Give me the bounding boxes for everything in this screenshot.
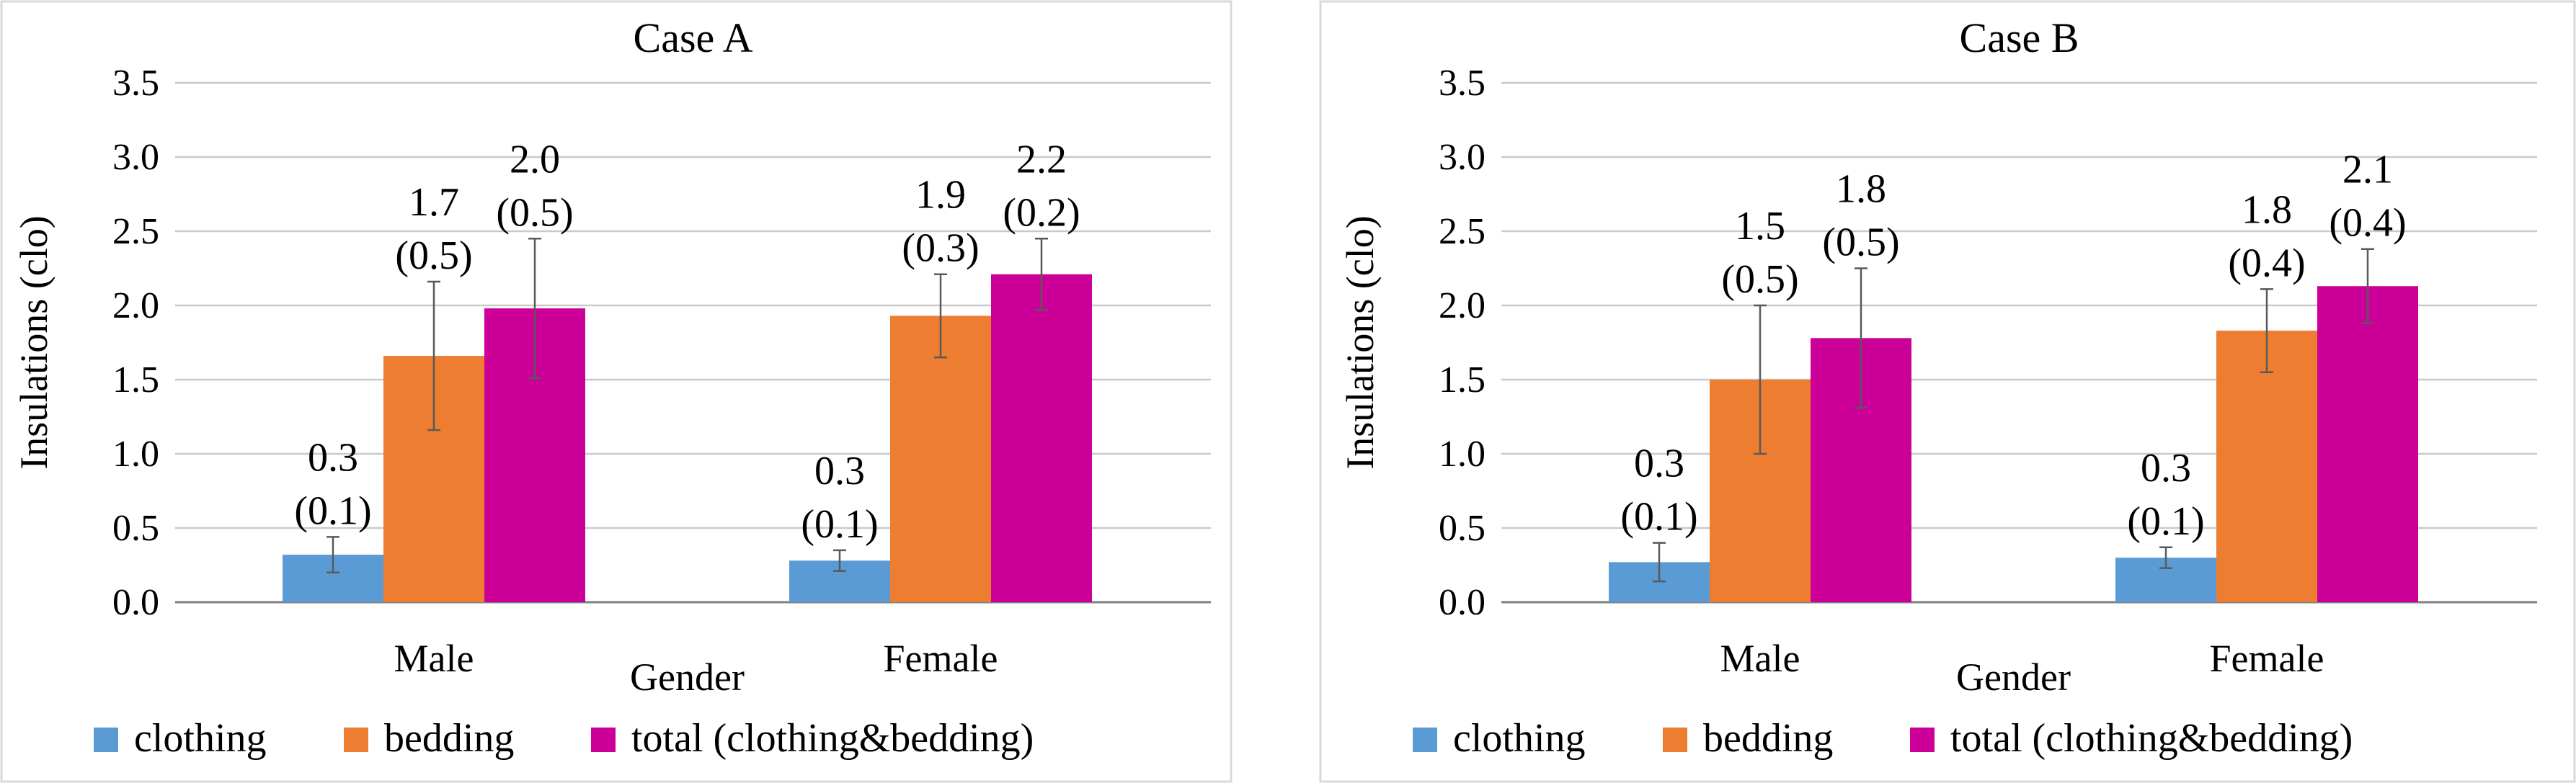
y-tick-label: 3.5 — [112, 63, 159, 104]
chart-panel: Case B 0.0 0.5 1.0 1.5 2.0 2.5 3.0 3.5 Insulation… — [1319, 0, 2576, 783]
data-label: 0.3 — [2141, 446, 2191, 491]
data-label: 2.2 — [1016, 137, 1067, 182]
data-label: (0.5) — [496, 190, 573, 235]
x-tick-label: Male — [394, 637, 474, 680]
legend-swatch — [1413, 728, 1437, 752]
y-tick-label: 2.5 — [112, 211, 159, 252]
legend-swatch — [591, 728, 616, 752]
data-label: (0.1) — [801, 502, 878, 547]
y-tick-label: 1.0 — [112, 434, 159, 475]
data-label: (0.1) — [2127, 499, 2204, 544]
data-label: (0.4) — [2228, 241, 2305, 285]
bar-total — [2317, 286, 2418, 602]
legend-label: clothing — [134, 716, 267, 761]
data-label: (0.1) — [1620, 495, 1697, 540]
data-label: (0.4) — [2329, 201, 2406, 246]
y-tick-label: 1.5 — [1439, 359, 1485, 401]
y-axis-label: Insulations (clo) — [1338, 215, 1382, 469]
x-axis-label: Gender — [630, 656, 745, 699]
legend-swatch — [1910, 728, 1935, 752]
x-tick-label: Female — [2210, 637, 2324, 680]
y-tick-label: 1.0 — [1439, 434, 1485, 475]
data-label: (0.5) — [1721, 257, 1798, 302]
y-tick-label: 0.0 — [112, 582, 159, 623]
chart-title: Case A — [634, 14, 753, 61]
bar-bedding — [890, 316, 991, 602]
data-label: (0.5) — [395, 233, 472, 278]
x-axis-label: Gender — [1956, 656, 2071, 699]
y-tick-label: 1.5 — [112, 359, 159, 401]
data-label: (0.5) — [1822, 220, 1899, 265]
data-label: (0.3) — [902, 226, 979, 271]
data-label: 0.3 — [814, 449, 865, 493]
y-tick-label: 3.0 — [1439, 137, 1485, 178]
y-tick-label: 3.5 — [1439, 63, 1485, 104]
data-label: 0.3 — [1634, 442, 1684, 486]
legend-label: bedding — [384, 716, 514, 761]
data-label: (0.2) — [1003, 190, 1080, 235]
y-tick-label: 3.0 — [112, 137, 159, 178]
chart-panel: Case A 0.0 0.5 1.0 1.5 2.0 2.5 3.0 3.5 Insulation… — [0, 0, 1233, 783]
y-tick-label: 0.5 — [112, 508, 159, 549]
data-label: 2.0 — [510, 137, 560, 182]
data-label: 1.5 — [1735, 204, 1785, 249]
y-axis-label: Insulations (clo) — [12, 215, 55, 469]
x-tick-label: Male — [1720, 637, 1800, 680]
data-label: 0.3 — [308, 435, 358, 480]
data-label: 1.8 — [2242, 187, 2292, 232]
legend-swatch — [94, 728, 118, 752]
bar-bedding — [2216, 331, 2317, 602]
y-tick-label: 0.0 — [1439, 582, 1485, 623]
y-tick-label: 0.5 — [1439, 508, 1485, 549]
legend-label: total (clothing&bedding) — [1950, 716, 2353, 761]
legend-swatch — [344, 728, 368, 752]
legend-label: bedding — [1703, 716, 1833, 761]
y-tick-label: 2.0 — [112, 285, 159, 326]
data-label: 1.9 — [915, 173, 966, 218]
legend-swatch — [1663, 728, 1687, 752]
x-tick-label: Female — [884, 637, 998, 680]
data-label: (0.1) — [294, 488, 371, 533]
data-label: 1.7 — [409, 180, 459, 225]
legend-label: clothing — [1453, 716, 1586, 761]
legend-label: total (clothing&bedding) — [631, 716, 1034, 761]
data-label: 2.1 — [2342, 148, 2393, 192]
bar-total — [991, 274, 1092, 602]
y-tick-label: 2.0 — [1439, 285, 1485, 326]
y-tick-label: 2.5 — [1439, 211, 1485, 252]
chart-title: Case B — [1960, 14, 2079, 61]
data-label: 1.8 — [1836, 167, 1886, 212]
